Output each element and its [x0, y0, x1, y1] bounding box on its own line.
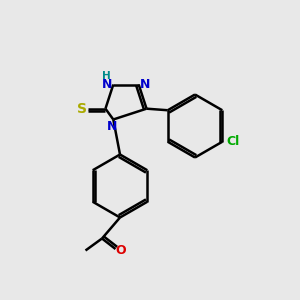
Text: N: N	[140, 78, 151, 91]
Text: N: N	[106, 121, 117, 134]
Text: H: H	[102, 71, 111, 81]
Text: S: S	[77, 102, 87, 116]
Text: N: N	[101, 78, 112, 91]
Text: Cl: Cl	[226, 135, 239, 148]
Text: O: O	[116, 244, 126, 257]
